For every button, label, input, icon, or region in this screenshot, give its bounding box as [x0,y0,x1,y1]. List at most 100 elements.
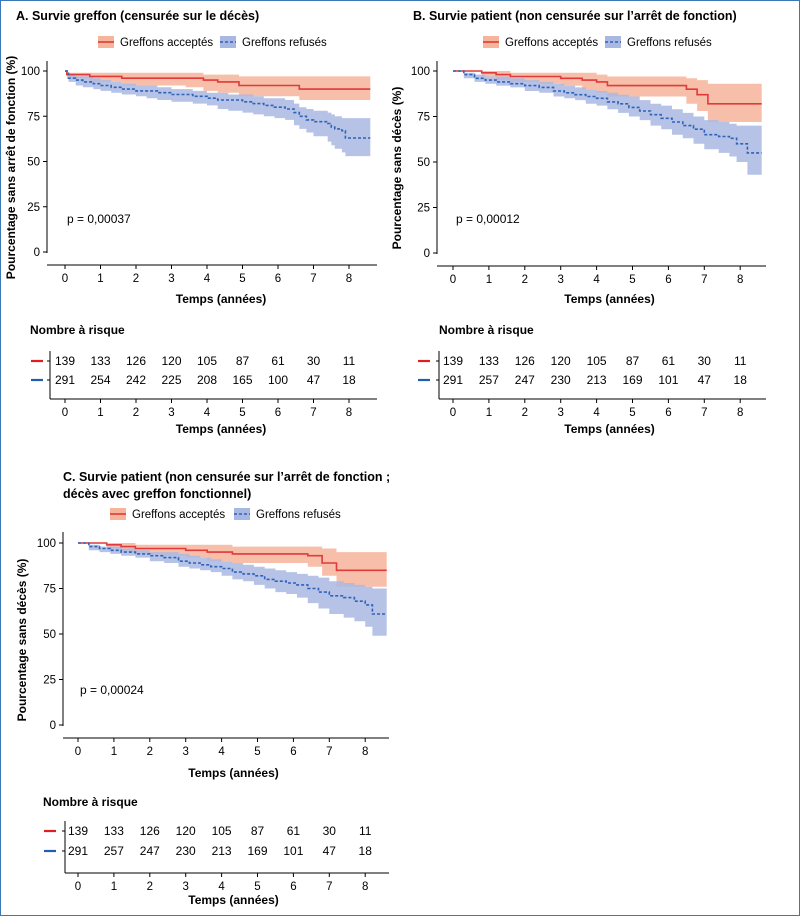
legend-label-refused: Greffons refusés [256,509,341,521]
risk-x-tick-label: 7 [701,407,707,419]
risk-cell: 254 [90,373,110,387]
p-value: p = 0,00037 [67,212,131,226]
risk-cell: 139 [443,354,463,368]
y-tick-label: 100 [37,538,56,550]
y-tick-label: 0 [34,247,40,259]
risk-cell: 11 [359,824,372,838]
y-tick-label: 25 [417,203,430,215]
x-tick-label: 7 [326,746,332,758]
chart-title: B. Survie patient (non censurée sur l’ar… [413,9,737,23]
x-tick-label: 8 [737,274,743,286]
risk-cell: 120 [176,824,196,838]
x-tick-label: 8 [346,273,352,285]
risk-cell: 126 [126,354,146,368]
risk-cell: 126 [515,354,535,368]
y-tick-label: 100 [411,66,430,78]
risk-cell: 230 [176,844,196,858]
confidence-band-refused [65,71,371,157]
risk-cell: 105 [197,354,217,368]
y-tick-label: 25 [43,675,56,687]
x-tick-label: 3 [182,746,188,758]
risk-x-tick-label: 6 [290,881,296,893]
risk-x-tick-label: 8 [346,407,352,419]
risk-cell: 87 [626,354,640,368]
risk-cell: 133 [90,354,110,368]
risk-cell: 225 [161,373,181,387]
risk-cell: 257 [479,373,499,387]
chart-panel-c: C. Survie patient (non censurée sur l’ar… [15,470,390,907]
risk-cell: 101 [283,844,303,858]
legend-label-refused: Greffons refusés [242,37,327,49]
y-axis-label: Pourcentage sans arrêt de fonction (%) [4,56,18,279]
risk-cell: 120 [551,354,571,368]
y-tick-label: 75 [43,584,56,596]
risk-x-tick-label: 7 [310,407,316,419]
risk-cell: 100 [268,373,288,387]
risk-cell: 30 [307,354,321,368]
risk-cell: 61 [287,824,301,838]
risk-x-tick-label: 0 [450,407,456,419]
risk-cell: 247 [140,844,160,858]
x-tick-label: 1 [111,746,117,758]
risk-x-tick-label: 3 [182,881,188,893]
confidence-band-accepted [453,71,762,122]
chart-panel-b: B. Survie patient (non censurée sur l’ar… [390,9,766,436]
risk-x-tick-label: 4 [593,407,600,419]
risk-cell: 139 [55,354,75,368]
x-tick-label: 2 [133,273,139,285]
x-tick-label: 0 [450,274,456,286]
risk-cell: 30 [698,354,712,368]
risk-cell: 291 [55,373,75,387]
y-tick-label: 50 [417,157,430,169]
y-tick-label: 50 [27,157,40,169]
risk-cell: 87 [236,354,250,368]
x-axis-label: Temps (années) [564,292,654,306]
x-tick-label: 5 [254,746,260,758]
risk-cell: 61 [662,354,676,368]
risk-cell: 47 [698,373,712,387]
risk-x-tick-label: 2 [522,407,528,419]
x-tick-label: 6 [275,273,281,285]
risk-cell: 30 [323,824,337,838]
x-tick-label: 6 [290,746,296,758]
risk-cell: 61 [271,354,285,368]
risk-cell: 208 [197,373,217,387]
risk-cell: 133 [479,354,499,368]
risk-cell: 291 [68,844,88,858]
risk-cell: 47 [307,373,321,387]
y-tick-label: 0 [50,720,56,732]
risk-cell: 169 [622,373,642,387]
y-axis-label: Pourcentage sans décès (%) [390,87,404,250]
x-tick-label: 1 [97,273,103,285]
x-tick-label: 8 [362,746,368,758]
risk-x-tick-label: 3 [168,407,174,419]
x-tick-label: 1 [486,274,492,286]
survival-curve-accepted [65,70,371,90]
y-tick-label: 75 [27,111,40,123]
risk-x-tick-label: 8 [362,881,368,893]
risk-cell: 87 [251,824,265,838]
risk-x-tick-label: 6 [665,407,671,419]
legend-label-accepted: Greffons acceptés [120,37,213,49]
confidence-band-refused [453,71,762,175]
risk-table-title: Nombre à risque [439,323,534,337]
risk-cell: 11 [734,354,747,368]
y-tick-label: 50 [43,629,56,641]
risk-cell: 101 [658,373,678,387]
risk-cell: 213 [212,844,232,858]
x-tick-label: 2 [522,274,528,286]
x-tick-label: 5 [629,274,635,286]
risk-x-tick-label: 3 [557,407,563,419]
y-tick-label: 0 [424,248,430,260]
x-tick-label: 4 [204,273,211,285]
x-tick-label: 7 [310,273,316,285]
risk-x-tick-label: 1 [97,407,103,419]
risk-cell: 133 [104,824,124,838]
y-tick-label: 75 [417,112,430,124]
risk-cell: 257 [104,844,124,858]
confidence-band-refused [78,543,387,636]
risk-x-tick-label: 2 [147,881,153,893]
